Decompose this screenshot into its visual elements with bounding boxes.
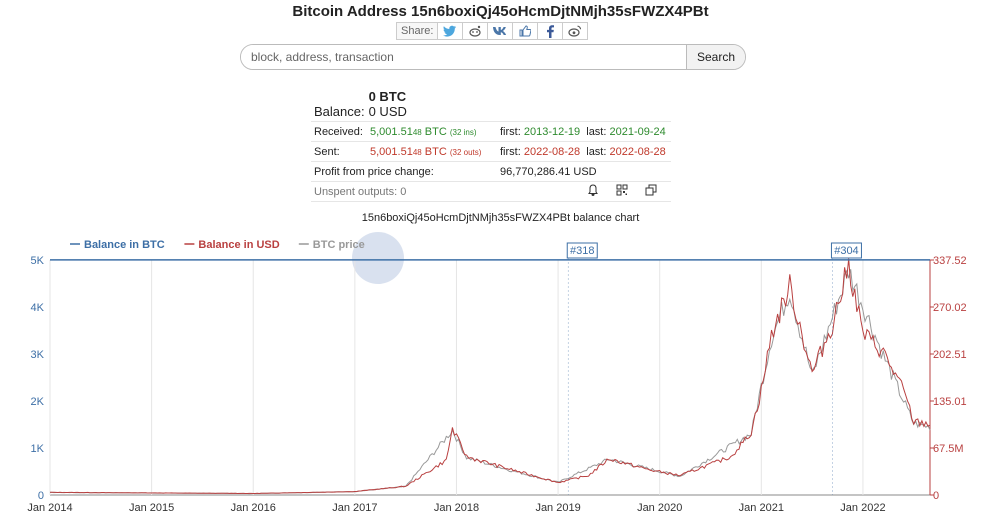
received-first-label: first: (500, 125, 521, 138)
y-left-tick-label: 3K (31, 349, 45, 361)
facebook-icon[interactable] (538, 22, 564, 40)
legend-label: Balance in BTC (84, 239, 165, 251)
received-last-date[interactable]: 2021-09-24 (609, 125, 666, 138)
chart-title: 15n6boxiQj45oHcmDjtNMjh35sFWZX4PBt balan… (361, 212, 640, 224)
sent-first-label: first: (500, 145, 521, 158)
y-left-tick-label: 5K (31, 255, 45, 267)
received-amount-cell: 5,001.5148 BTC (32 ins) (367, 121, 497, 142)
watermark (352, 232, 404, 284)
series-btc-price-line (50, 269, 931, 495)
sent-amount-cell: 5,001.5148 BTC (32 outs) (367, 141, 497, 162)
unspent-outputs: Unspent outputs: 0 (311, 181, 497, 202)
page-title: Bitcoin Address 15n6boxiQj45oHcmDjtNMjh3… (292, 3, 709, 20)
x-tick-label: Jan 2016 (231, 502, 276, 514)
weibo-icon[interactable] (563, 22, 589, 40)
sent-label: Sent: (311, 141, 367, 162)
y-right-tick-label: 337.52 (933, 255, 967, 267)
copy-icon[interactable] (645, 184, 657, 199)
chart-svg: Jan 2014 Jan 2015 Jan 2016 Jan 2017 Jan 2018… (27, 232, 967, 514)
sent-amount: 5,001.51 (370, 145, 413, 158)
search-input[interactable] (241, 45, 686, 69)
balance-row: Balance: 0 BTC 0 USD (311, 87, 671, 122)
reddit-icon[interactable] (463, 22, 489, 40)
y-right-tick-label: 270.02 (933, 302, 967, 314)
received-amount: 5,001.51 (370, 125, 413, 138)
received-last-label: last: (586, 125, 607, 138)
vk-icon[interactable] (488, 22, 514, 40)
share-label: Share: (396, 22, 439, 40)
unspent-actions (497, 181, 671, 202)
sent-outs: (32 outs) (449, 147, 482, 157)
search-box: Search (240, 44, 746, 70)
profit-label: Profit from price change: (311, 161, 497, 182)
y-left-tick-label: 4K (31, 302, 45, 314)
sent-dates: first: 2022-08-28 last: 2022-08-28 (497, 141, 671, 162)
received-unit: BTC (424, 125, 447, 138)
y-right-tick-label: 135.01 (933, 396, 967, 408)
qr-code-icon[interactable] (616, 184, 628, 199)
flag-label: #318 (570, 245, 594, 257)
flag-box (566, 242, 598, 259)
x-tick-label: Jan 2021 (739, 502, 784, 514)
received-row: Received: 5,001.5148 BTC (32 ins) first:… (311, 121, 671, 142)
received-ins: (32 ins) (449, 127, 477, 137)
sent-first-date[interactable]: 2022-08-28 (523, 145, 581, 158)
received-first-date[interactable]: 2013-12-19 (523, 125, 581, 138)
search-button[interactable]: Search (685, 45, 745, 69)
x-tick-label: Jan 2015 (129, 502, 174, 514)
profit-value: 96,770,286.41 USD (497, 161, 671, 182)
y-right-tick-label: 202.51 (933, 349, 967, 361)
legend-label: Balance in USD (198, 239, 279, 251)
sent-small: 48 (412, 147, 422, 157)
x-tick-label: Jan 2017 (332, 502, 377, 514)
sent-unit: BTC (424, 145, 447, 158)
like-icon[interactable] (513, 22, 539, 40)
x-tick-label: Jan 2022 (840, 502, 885, 514)
x-tick-label: Jan 2018 (434, 502, 479, 514)
share-bar: Share: (396, 22, 589, 40)
received-small: 48 (412, 127, 422, 137)
y-left-tick-label: 0 (38, 490, 44, 502)
y-right-tick-label: 67.5M (933, 443, 964, 455)
flag-box (830, 242, 862, 259)
received-label: Received: (311, 121, 367, 142)
flag-label: #304 (834, 245, 858, 257)
series-usd-balance-line (50, 258, 931, 495)
balance-usd: 0 USD (368, 104, 407, 119)
x-tick-label: Jan 2019 (535, 502, 580, 514)
address-summary-table: Balance: 0 BTC 0 USD Received: 5,001.514… (311, 87, 671, 202)
x-tick-label: Jan 2014 (27, 502, 72, 514)
sent-last-label: last: (586, 145, 607, 158)
profit-row: Profit from price change: 96,770,286.41 … (311, 161, 671, 182)
balance-chart: Jan 2014 Jan 2015 Jan 2016 Jan 2017 Jan 2018… (0, 228, 1001, 516)
twitter-icon[interactable] (438, 22, 464, 40)
x-tick-label: Jan 2020 (637, 502, 682, 514)
sent-row: Sent: 5,001.5148 BTC (32 outs) first: 20… (311, 141, 671, 162)
received-dates: first: 2013-12-19 last: 2021-09-24 (497, 121, 671, 142)
legend-label: BTC price (313, 239, 365, 251)
y-right-tick-label: 0 (933, 490, 939, 502)
bell-icon[interactable] (587, 184, 599, 199)
y-left-tick-label: 2K (31, 396, 45, 408)
y-left-tick-label: 1K (31, 443, 45, 455)
unspent-row: Unspent outputs: 0 (311, 181, 671, 202)
sent-last-date[interactable]: 2022-08-28 (609, 145, 666, 158)
watermark-logo (352, 232, 404, 284)
balance-label: Balance: (314, 104, 365, 119)
balance-btc: 0 BTC (368, 89, 407, 104)
